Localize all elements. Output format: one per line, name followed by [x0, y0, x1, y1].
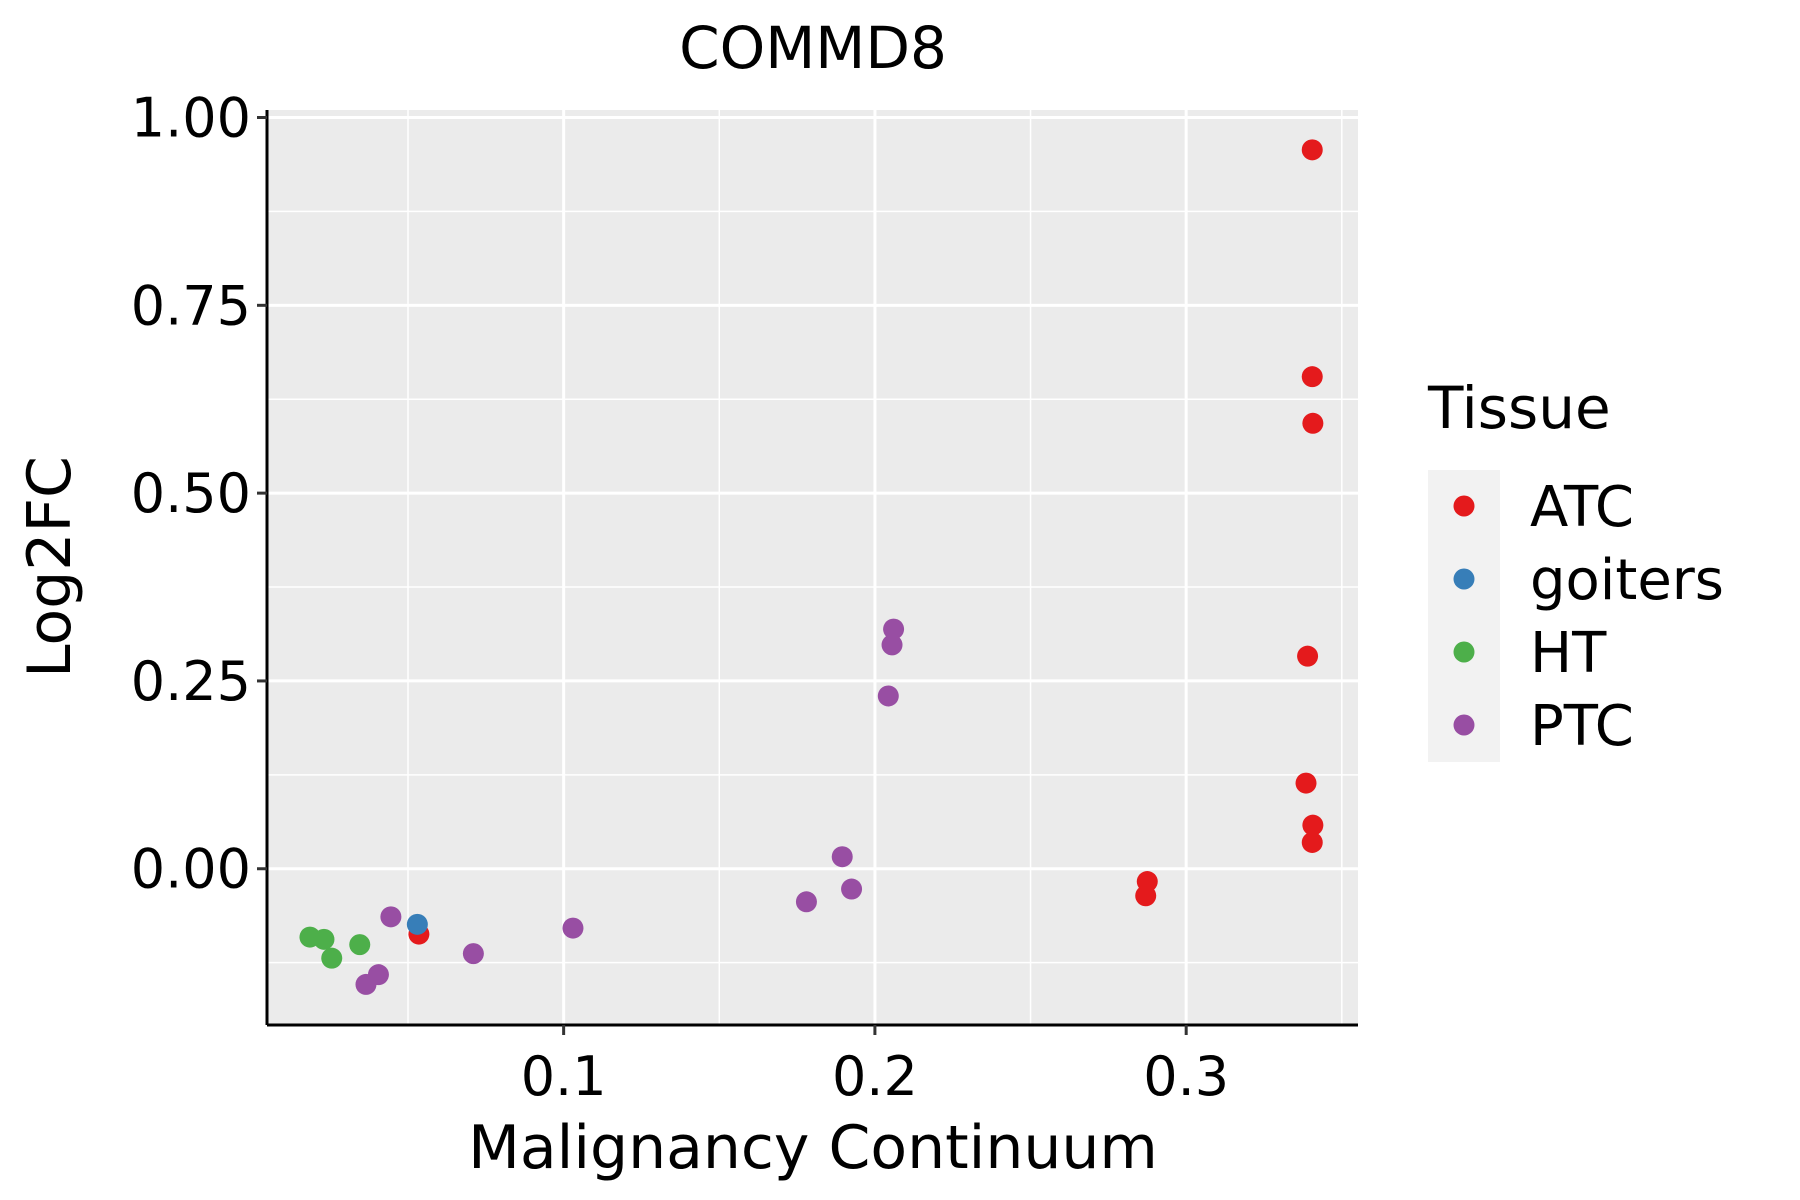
data-point-atc	[1135, 885, 1157, 907]
x-axis-title: Malignancy Continuum	[468, 1113, 1158, 1183]
data-point-ptc	[877, 685, 899, 707]
legend-key-background	[1428, 470, 1500, 762]
data-point-ht	[349, 934, 371, 956]
y-axis-ticks: 0.00 0.25 0.50 0.75 1.00	[131, 87, 267, 901]
legend-label-ptc: PTC	[1530, 694, 1634, 759]
plot-panel	[267, 110, 1358, 1025]
data-point-ptc	[795, 891, 817, 913]
data-point-atc	[1301, 831, 1323, 853]
legend-label-goiters: goiters	[1530, 548, 1724, 613]
x-tick-label: 0.3	[1143, 1045, 1229, 1108]
data-point-goiters	[406, 913, 428, 935]
x-tick-label: 0.1	[521, 1045, 607, 1108]
grid-major	[267, 110, 1358, 1025]
data-point-atc	[1295, 772, 1317, 794]
chart-title: COMMD8	[679, 14, 947, 82]
data-point-ptc	[562, 917, 584, 939]
y-axis-title: Log2FC	[15, 456, 85, 678]
x-axis-ticks: 0.1 0.2 0.3	[521, 1025, 1229, 1108]
legend-label-atc: ATC	[1530, 475, 1634, 540]
legend-key-goiters	[1453, 568, 1475, 590]
y-tick-label: 0.75	[131, 274, 251, 337]
data-point-ptc	[881, 634, 903, 656]
data-point-ptc	[462, 943, 484, 965]
y-tick-label: 0.25	[131, 650, 251, 713]
y-tick-label: 0.00	[131, 838, 251, 901]
y-tick-label: 1.00	[131, 87, 251, 150]
data-point-ht	[313, 928, 335, 950]
data-point-ptc	[883, 618, 905, 640]
x-tick-label: 0.2	[832, 1045, 918, 1108]
data-point-ptc	[380, 906, 402, 928]
y-tick-label: 0.50	[131, 462, 251, 525]
legend-key-atc	[1453, 495, 1475, 517]
data-point-ptc	[355, 973, 377, 995]
data-point-atc	[1301, 366, 1323, 388]
data-point-ptc	[831, 846, 853, 868]
data-point-ht	[321, 947, 343, 969]
data-point-atc	[1302, 814, 1324, 836]
data-point-atc	[1297, 645, 1319, 667]
data-point-ptc	[841, 878, 863, 900]
legend-label-ht: HT	[1530, 621, 1607, 686]
legend-key-ht	[1453, 641, 1475, 663]
data-point-atc	[1301, 139, 1323, 161]
data-points	[299, 139, 1324, 995]
legend: Tissue ATC goiters HT PTC	[1427, 374, 1724, 762]
grid-minor	[267, 110, 1358, 1025]
data-point-atc	[1302, 412, 1324, 434]
legend-title: Tissue	[1427, 374, 1611, 442]
legend-key-ptc	[1453, 714, 1475, 736]
